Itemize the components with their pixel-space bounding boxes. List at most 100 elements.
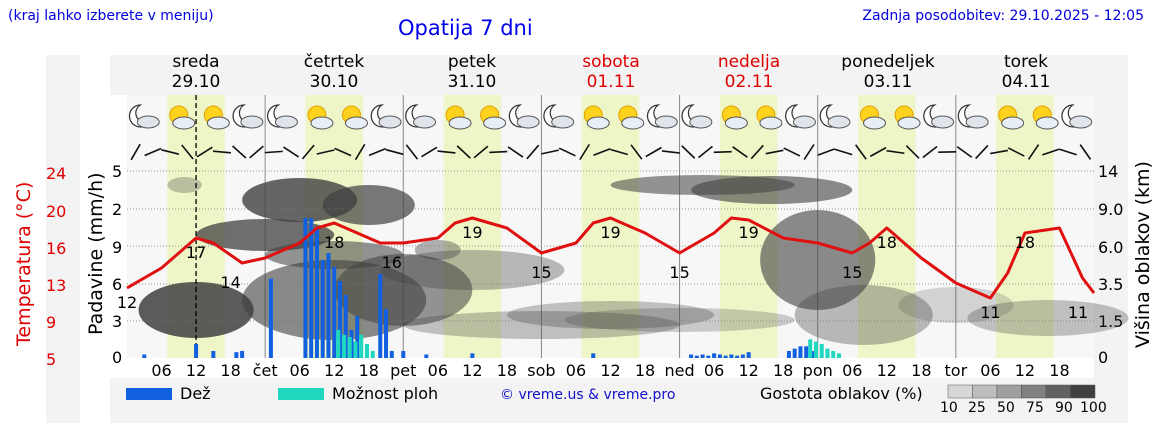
wind-barb [854,144,867,160]
last-updated: Zadnja posodobitev: 29.10.2025 - 12:05 [862,8,1144,24]
cloud-icon [724,116,748,130]
x-tick-label: 18 [497,361,517,380]
wind-barb [990,149,1009,155]
wind-barb [645,146,662,158]
temperature-label: 19 [462,223,482,242]
cloud-density [138,175,1129,345]
daylight-band [719,95,778,358]
rain-bar [320,260,325,358]
rain-bar [694,355,699,358]
cloud-icon [274,115,298,129]
density-swatch [1045,384,1071,399]
storm-bar [364,344,369,358]
rain-bar [326,253,331,358]
day-header: petek 31.10 [412,52,532,92]
temperature-series [126,216,1096,300]
wind-barb [405,144,419,160]
temperature-label: 11 [1068,303,1088,322]
x-tick-label: ned [665,361,695,380]
x-tick-label: pet [390,361,416,380]
cloud-icon [654,115,678,129]
rain-bar [142,354,147,358]
rain-bar [470,353,475,358]
wind-barb [593,148,611,156]
wind-barb [869,146,887,158]
temperature-label: 17 [186,243,206,262]
rain-bar [401,351,406,358]
cloud-blob [967,300,1129,336]
wind-barb [956,146,973,158]
day-date: 31.10 [447,72,497,92]
temperature-label: 15 [669,263,689,282]
x-tick-label: 12 [877,361,897,380]
location-hint[interactable]: (kraj lahko izberete v meniju) [8,8,214,24]
wind-barb [905,145,920,159]
wind-barb [526,144,540,160]
rain-bar [798,346,803,358]
temperature-label: 15 [531,263,551,282]
rain-bar [384,309,389,358]
cloud-icon [310,116,334,130]
cloud-icon [1035,116,1059,130]
rain-bar [389,351,394,358]
cloud-icon [759,116,783,130]
cloud-icon [551,115,575,129]
density-swatch [996,384,1022,399]
cloud-icon [965,115,989,129]
cloud-icon [1069,115,1093,129]
rain-bar [792,348,797,358]
density-tick: 75 [1026,400,1044,416]
density-tick: 10 [940,400,958,416]
x-tick-label: 12 [186,361,206,380]
rain-bar [706,355,711,358]
temperature-label: 11 [980,303,1000,322]
wind-barb [334,147,352,157]
legend [947,384,1096,399]
x-tick-label: tor [945,361,968,380]
x-tick-label: 06 [428,361,448,380]
wind-barb [489,150,508,154]
cloud-icon [897,116,921,130]
wind-barb [181,144,194,160]
temperature-label: 18 [877,233,897,252]
wind-barb [630,144,643,160]
cloud-blob [265,241,404,269]
x-tick-label: 18 [220,361,240,380]
x-tick-label: 18 [359,361,379,380]
storm-bar [836,353,841,358]
cloud-icon [344,116,368,130]
temperature-tick: 16 [46,239,67,258]
wind-barb [765,149,784,155]
wind-barb [681,145,696,159]
x-tick-label: 06 [566,361,586,380]
precip-tick: 5 [112,162,123,181]
cloud-icon [863,116,887,130]
wind-barb [212,150,232,154]
density-tick: 100 [1080,400,1107,416]
temperature-label: 19 [600,223,620,242]
wind-barb [456,145,471,159]
x-tick-label: 06 [980,361,1000,380]
precip-tick: 0 [112,348,123,367]
x-axis-ticks: 06 12 18 čet 06 12 18 pet 06 12 18 sob 06 12 18 ned 06 12… [151,361,1069,380]
wind-barb [1059,148,1077,156]
temperature-label: 19 [738,223,758,242]
density-swatch [947,384,973,399]
wind-barb [1027,144,1040,160]
rain-bar [735,355,740,358]
day-date: 03.11 [863,72,913,92]
rain-legend-label: Dež [180,384,211,403]
cloud-tick: 3.5 [1098,275,1124,294]
grid-lines [127,95,1094,358]
cloud-icon [448,116,472,130]
cloud-icon [931,115,955,129]
copyright-link[interactable]: © vreme.us & vreme.pro [500,387,676,403]
temperature-label: 18 [1015,233,1035,252]
day-name: sobota [582,52,640,72]
wind-barb [1079,144,1092,160]
wind-barb [301,144,315,160]
wind-barb [421,146,438,158]
rain-bar [314,227,319,358]
rain-bar [723,355,728,358]
cloud-tick: 0 [1098,348,1109,367]
